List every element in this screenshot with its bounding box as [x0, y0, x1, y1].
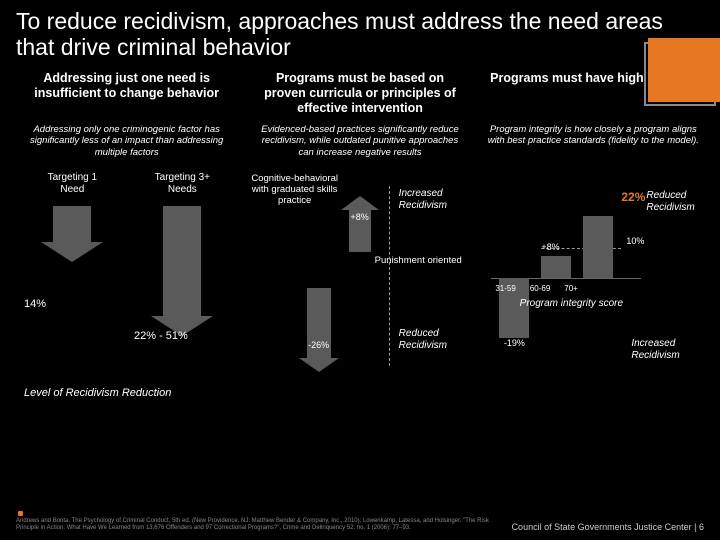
p3-tick-1: 31-59 — [495, 284, 515, 293]
p3-10pct: 10% — [626, 236, 644, 246]
panel-needs: Targeting 1 Need Targeting 3+ Needs 14% … — [16, 168, 239, 418]
p1-arrow-2 — [163, 206, 201, 316]
criteria-1: Addressing just one need is insufficient… — [16, 71, 237, 116]
p3-bot-axis: Increased Recidivism — [631, 338, 704, 361]
source-citation: Andrews and Bonta, The Psychology of Cri… — [16, 518, 496, 532]
accent-box — [648, 38, 720, 102]
p1-col2-label: Targeting 3+ Needs — [147, 172, 217, 196]
p3-bar-high — [583, 216, 613, 278]
p2-top-axis: Increased Recidivism — [399, 188, 472, 211]
subtext-2: Evidenced-based practices significantly … — [249, 124, 470, 158]
p3-bar-mid — [541, 256, 571, 278]
subtext-3: Program integrity is how closely a progr… — [483, 124, 704, 158]
p1-pct2: 22% - 51% — [134, 330, 188, 342]
p1-col1-label: Targeting 1 Need — [37, 172, 107, 196]
p1-arrow-1 — [53, 206, 91, 242]
slide-title: To reduce recidivism, approaches must ad… — [16, 8, 704, 61]
p3-ticks: 31-59 60-69 70+ — [495, 284, 578, 293]
p2-dashed-axis — [389, 186, 390, 366]
p3-bar-mid-lbl: +8% — [541, 242, 559, 252]
p1-axis-label: Level of Recidivism Reduction — [24, 387, 171, 400]
p3-top-axis: Reduced Recidivism — [646, 190, 704, 213]
p2-bar-up: +8% — [349, 210, 371, 252]
criteria-2: Programs must be based on proven curricu… — [249, 71, 470, 116]
p1-pct1: 14% — [24, 298, 46, 310]
p3-22pct: 22% — [621, 190, 645, 204]
slide-credit: Council of State Governments Justice Cen… — [512, 522, 704, 532]
p2-bar-down: -26% — [307, 288, 331, 358]
subtext-1: Addressing only one criminogenic factor … — [16, 124, 237, 158]
panel-integrity: 22% Reduced Recidivism 10% +8% -19% 31-5… — [481, 168, 704, 418]
p2-bot-axis: Reduced Recidivism — [399, 328, 472, 351]
p3-xlabel: Program integrity score — [511, 298, 631, 310]
p2-left-label: Cognitive-behavioral with graduated skil… — [249, 174, 341, 207]
p3-tick-3: 70+ — [564, 284, 578, 293]
p3-tick-2: 60-69 — [530, 284, 550, 293]
panel-practices: Cognitive-behavioral with graduated skil… — [249, 168, 472, 418]
source-bullet-icon — [18, 511, 23, 516]
